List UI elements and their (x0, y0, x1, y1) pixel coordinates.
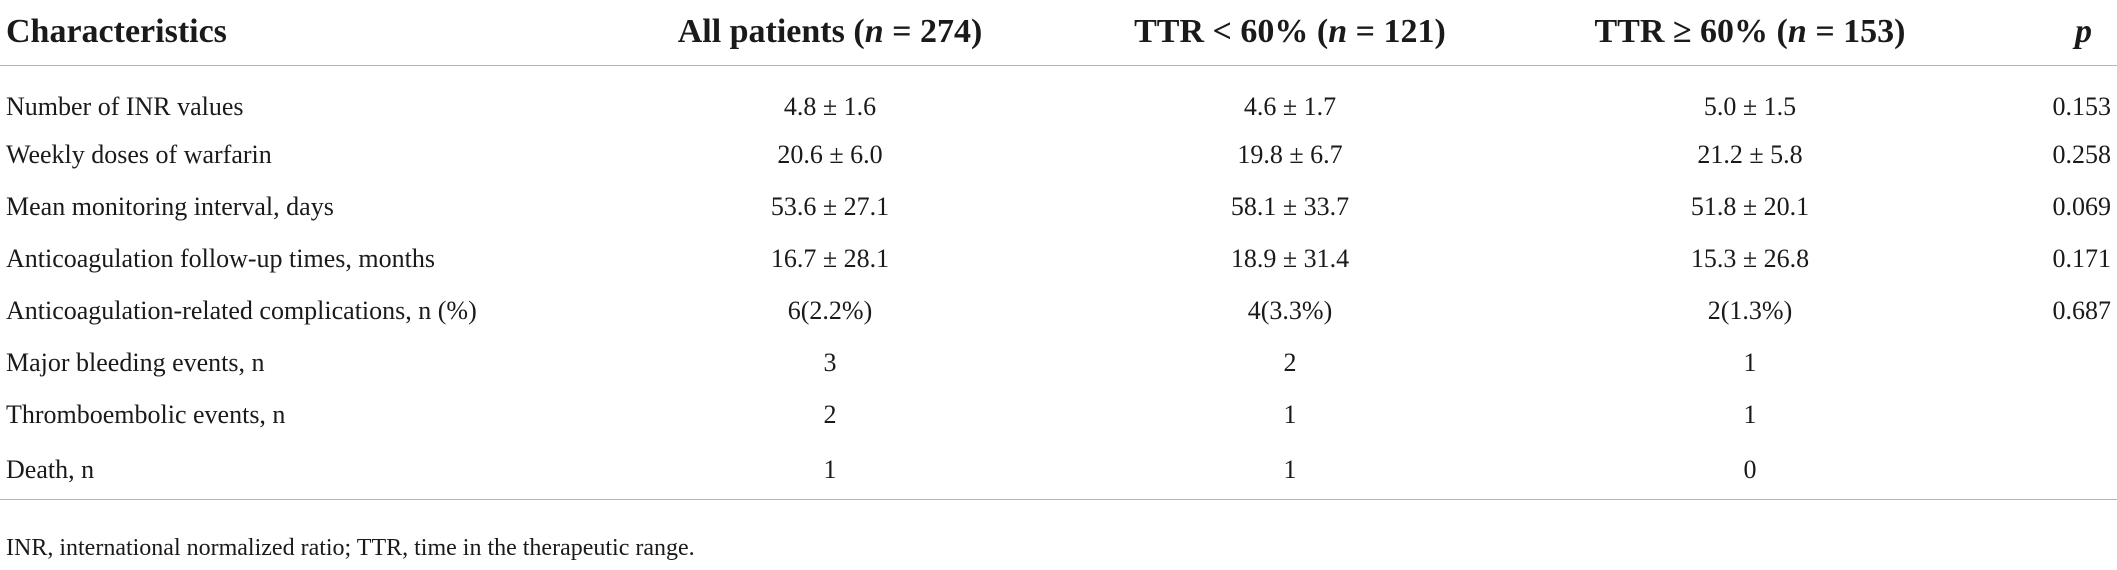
cell-ttr-low: 1 (1283, 400, 1297, 429)
row-label: Anticoagulation follow-up times, months (6, 244, 435, 273)
cell-ttr-high: 5.0 ± 1.5 (1703, 91, 1797, 121)
cell-p-value: 0.069 (2052, 192, 2112, 221)
header-ttr-high-n: = 153) (1806, 12, 1906, 50)
cell-ttr-high: 15.3 ± 26.8 (1690, 244, 1810, 273)
header-all-patients-label: All patients ( (677, 12, 865, 50)
header-ttr-high: TTR ≥ 60% (n = 153) (1560, 0, 1940, 66)
header-characteristics: Characteristics (0, 0, 640, 66)
results-table: Characteristics All patients (n = 274) T… (0, 0, 2117, 500)
cell-all-patients: 3 (823, 348, 837, 377)
cell-p-value: 0.171 (2052, 244, 2112, 273)
cell-p-value: 0.258 (2052, 140, 2112, 169)
cell-p-value: 0.687 (2052, 296, 2112, 325)
header-ttr-low-label: TTR < 60% ( (1134, 12, 1329, 50)
cell-ttr-high: 51.8 ± 20.1 (1690, 192, 1810, 221)
header-all-patients-n-symbol: n (864, 12, 884, 50)
row-label: Major bleeding events, n (6, 348, 265, 377)
table-footnote: INR, international normalized ratio; TTR… (6, 535, 695, 561)
table-row: Anticoagulation-related complications, n… (0, 285, 2117, 337)
cell-all-patients: 6(2.2%) (787, 296, 873, 325)
cell-all-patients: 1 (640, 441, 1020, 500)
cell-p-value: 0.153 (2052, 91, 2112, 121)
cell-all-patients: 53.6 ± 27.1 (770, 192, 890, 221)
cell-ttr-low: 18.9 ± 31.4 (1230, 244, 1350, 273)
table-row: Number of INR values 4.8 ± 1.6 4.6 ± 1.7… (0, 66, 2117, 130)
cell-all-patients: 16.7 ± 28.1 (770, 244, 890, 273)
header-all-patients-n: = 274) (883, 12, 983, 50)
cell-ttr-high: 21.2 ± 5.8 (1697, 140, 1803, 169)
row-label: Mean monitoring interval, days (6, 192, 334, 221)
row-label: Number of INR values (6, 91, 244, 121)
table-row: Thromboembolic events, n 2 1 1 (0, 389, 2117, 441)
header-ttr-low-n: = 121) (1347, 12, 1446, 50)
table-row: Weekly doses of warfarin 20.6 ± 6.0 19.8… (0, 129, 2117, 181)
table-row: Death, n 1 1 0 (0, 441, 2117, 500)
row-label: Anticoagulation-related complications, n… (6, 296, 477, 325)
cell-p-value (1940, 337, 2117, 389)
cell-ttr-low: 58.1 ± 33.7 (1230, 192, 1350, 221)
cell-ttr-low: 19.8 ± 6.7 (1237, 140, 1343, 169)
row-label: Death, n (0, 441, 640, 500)
cell-all-patients: 2 (823, 400, 837, 429)
header-ttr-high-label: TTR ≥ 60% ( (1594, 12, 1788, 50)
cell-all-patients: 20.6 ± 6.0 (777, 140, 883, 169)
header-all-patients: All patients (n = 274) (640, 0, 1020, 66)
cell-ttr-low: 2 (1283, 348, 1297, 377)
table-row: Anticoagulation follow-up times, months … (0, 233, 2117, 285)
cell-ttr-high: 1 (1743, 400, 1757, 429)
table-body: Number of INR values 4.8 ± 1.6 4.6 ± 1.7… (0, 66, 2117, 500)
header-ttr-low-n-symbol: n (1328, 12, 1348, 50)
header-row: Characteristics All patients (n = 274) T… (0, 0, 2117, 66)
table-row: Mean monitoring interval, days 53.6 ± 27… (0, 181, 2117, 233)
cell-ttr-high: 0 (1560, 441, 1940, 500)
cell-p-value (1940, 441, 2117, 500)
header-p-value: p (1940, 0, 2117, 66)
cell-ttr-low: 4(3.3%) (1247, 296, 1333, 325)
cell-ttr-high: 2(1.3%) (1707, 296, 1793, 325)
table-header: Characteristics All patients (n = 274) T… (0, 0, 2117, 66)
cell-all-patients: 4.8 ± 1.6 (783, 91, 877, 121)
cell-p-value (1940, 389, 2117, 441)
table-row: Major bleeding events, n 3 2 1 (0, 337, 2117, 389)
header-ttr-low: TTR < 60% (n = 121) (1020, 0, 1560, 66)
cell-ttr-low: 1 (1020, 441, 1560, 500)
cell-ttr-high: 1 (1743, 348, 1757, 377)
row-label: Thromboembolic events, n (6, 400, 286, 429)
header-ttr-high-n-symbol: n (1787, 12, 1807, 50)
row-label: Weekly doses of warfarin (6, 140, 272, 169)
cell-ttr-low: 4.6 ± 1.7 (1243, 91, 1337, 121)
